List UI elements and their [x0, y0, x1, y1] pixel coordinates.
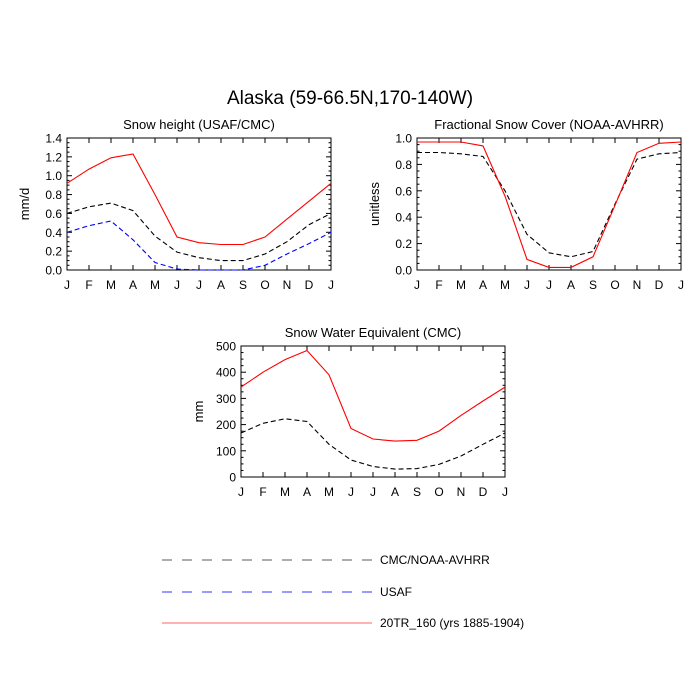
y-axis-label: unitless — [367, 181, 382, 226]
y-tick-label: 1.4 — [45, 132, 62, 146]
y-tick-label: 0.6 — [395, 184, 412, 198]
x-tick-label: M — [324, 485, 334, 499]
chart-title: Fractional Snow Cover (NOAA-AVHRR) — [434, 117, 663, 132]
y-tick-label: 0.2 — [395, 237, 412, 251]
legend-label-20tr: 20TR_160 (yrs 1885-1904) — [380, 616, 524, 630]
x-tick-label: M — [150, 278, 160, 292]
y-tick-label: 1.0 — [45, 169, 62, 183]
y-tick-label: 0.8 — [45, 188, 62, 202]
y-tick-label: 0.8 — [395, 158, 412, 172]
legend-label-cmc: CMC/NOAA-AVHRR — [380, 553, 490, 567]
x-tick-label: J — [348, 485, 354, 499]
x-tick-label: M — [500, 278, 510, 292]
series-line-cmc-noaa-avhrr — [417, 151, 682, 258]
x-tick-label: J — [414, 278, 420, 292]
x-tick-label: J — [238, 485, 244, 499]
x-tick-label: J — [370, 485, 376, 499]
x-tick-label: J — [196, 278, 202, 292]
x-tick-label: D — [655, 278, 664, 292]
y-tick-label: 0 — [229, 471, 236, 485]
y-axis-label: mm — [191, 401, 206, 423]
series-line-usaf — [66, 220, 332, 271]
x-tick-label: M — [106, 278, 116, 292]
legend-label-usaf: USAF — [380, 585, 412, 599]
y-axis-label: mm/d — [17, 188, 32, 221]
x-tick-label: J — [174, 278, 180, 292]
x-tick-label: N — [283, 278, 292, 292]
legend-item-usaf: USAF — [162, 585, 412, 599]
x-tick-label: S — [413, 485, 421, 499]
y-tick-label: 300 — [216, 392, 236, 406]
panel-snow-height: Snow height (USAF/CMC) mm/d 0.0 0.2 0.4 0.6 0.… — [17, 117, 334, 292]
plot-frame — [240, 345, 506, 478]
series-line-20tr-160-yrs-1885-1904 — [66, 153, 332, 246]
x-tick-label: A — [129, 278, 137, 292]
x-tick-label: A — [391, 485, 399, 499]
panel-fractional-snow-cover: Fractional Snow Cover (NOAA-AVHRR) unitle… — [367, 117, 684, 292]
x-tick-label: M — [280, 485, 290, 499]
y-tick-label: 1.0 — [395, 132, 412, 146]
x-tick-label: A — [567, 278, 575, 292]
x-tick-label: J — [64, 278, 70, 292]
series-line-20tr-160-yrs-1885-1904 — [240, 349, 506, 442]
x-tick-label: J — [524, 278, 530, 292]
x-tick-label: D — [479, 485, 488, 499]
y-tick-label: 0.4 — [395, 211, 412, 225]
x-tick-label: J — [328, 278, 334, 292]
y-tick-label: 0.6 — [45, 207, 62, 221]
x-tick-label: A — [217, 278, 225, 292]
x-tick-label: S — [589, 278, 597, 292]
y-tick-label: 0.4 — [45, 226, 62, 240]
x-tick-label: F — [259, 485, 266, 499]
x-tick-label: O — [610, 278, 619, 292]
y-tick-label: 0.0 — [45, 264, 62, 278]
legend-item-20tr: 20TR_160 (yrs 1885-1904) — [162, 616, 524, 630]
x-tick-label: O — [434, 485, 443, 499]
y-tick-label: 200 — [216, 418, 236, 432]
x-tick-label: F — [435, 278, 442, 292]
y-tick-label: 0.2 — [45, 245, 62, 259]
x-tick-label: S — [239, 278, 247, 292]
x-tick-label: N — [633, 278, 642, 292]
x-tick-label: A — [479, 278, 487, 292]
x-tick-label: D — [305, 278, 314, 292]
y-tick-label: 400 — [216, 366, 236, 380]
chart-title: Snow Water Equivalent (CMC) — [285, 325, 462, 340]
x-tick-label: O — [260, 278, 269, 292]
x-tick-label: M — [456, 278, 466, 292]
series-line-20tr-160-yrs-1885-1904 — [417, 141, 682, 268]
series-line-cmc-noaa-avhrr — [66, 202, 332, 262]
panel-snow-water-equivalent: Snow Water Equivalent (CMC) mm 0 100 200 300 4… — [191, 325, 508, 499]
chart-title: Snow height (USAF/CMC) — [123, 117, 275, 132]
main-title: Alaska (59-66.5N,170-140W) — [227, 88, 473, 109]
x-tick-label: A — [303, 485, 311, 499]
y-tick-label: 1.2 — [45, 150, 62, 164]
x-tick-label: J — [678, 278, 684, 292]
x-tick-label: J — [502, 485, 508, 499]
series-line-cmc-noaa-avhrr — [240, 418, 506, 470]
x-tick-label: J — [546, 278, 552, 292]
y-tick-label: 500 — [216, 340, 236, 354]
y-tick-label: 0.0 — [395, 264, 412, 278]
y-tick-label: 100 — [216, 444, 236, 458]
x-tick-label: F — [85, 278, 92, 292]
legend: CMC/NOAA-AVHRR USAF 20TR_160 (yrs 1885-1… — [162, 553, 524, 630]
x-tick-label: N — [457, 485, 466, 499]
legend-item-cmc: CMC/NOAA-AVHRR — [162, 553, 490, 567]
